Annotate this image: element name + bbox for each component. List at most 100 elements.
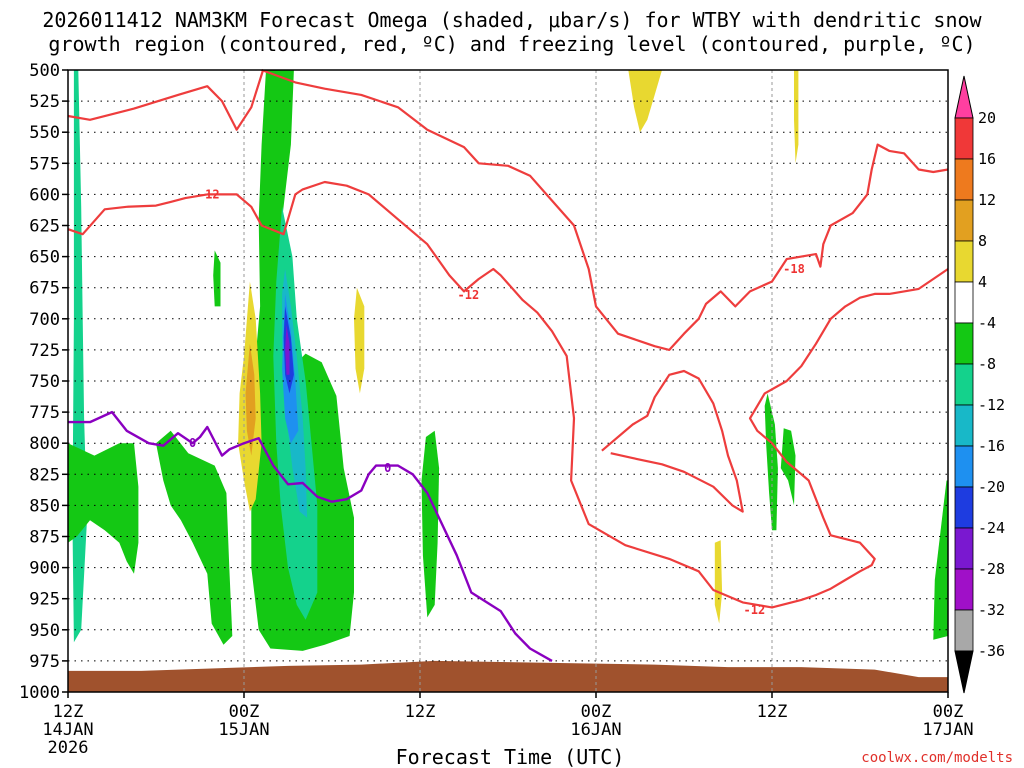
dgz-contour-1 <box>67 180 949 609</box>
colorbar-label-5: -4 <box>978 314 996 332</box>
omega-region-0 <box>72 70 88 643</box>
omega-region-13 <box>285 325 290 375</box>
freezing-level-contour <box>68 410 553 662</box>
y-tick-label-11: 775 <box>29 403 60 423</box>
y-tick-label-5: 625 <box>29 217 60 237</box>
y-tick-label-7: 675 <box>29 279 60 299</box>
colorbar-bin-7 <box>954 363 974 406</box>
omega-region-19 <box>714 540 723 624</box>
omega-region-15 <box>245 343 256 456</box>
y-tick-label-4: 600 <box>29 185 60 205</box>
y-tick-label-15: 875 <box>29 528 60 548</box>
colorbar-label-3: 8 <box>978 232 987 250</box>
x-tick-label-5-1: 00Z <box>933 702 964 722</box>
omega-region-6 <box>764 393 778 531</box>
x-tick-label-0-1: 12Z <box>53 702 84 722</box>
terrain-layer <box>68 660 948 692</box>
x-tick-label-0-2: 14JAN <box>42 720 93 740</box>
contours <box>67 68 949 662</box>
colorbar-bin-9 <box>954 445 974 488</box>
y-tick-label-20: 1000 <box>19 683 60 703</box>
y-tick-label-13: 825 <box>29 465 60 485</box>
colorbar-label-2: 12 <box>978 191 996 209</box>
y-tick-label-0: 500 <box>29 61 60 81</box>
y-tick-label-16: 900 <box>29 559 60 579</box>
terrain-surface <box>68 660 948 692</box>
colorbar-bin-12 <box>954 568 974 611</box>
y-tick-label-6: 650 <box>29 248 60 268</box>
gridlines <box>68 70 948 692</box>
omega-shading <box>68 70 948 651</box>
colorbar-label-9: -20 <box>978 478 1005 496</box>
title-line-1: 2026011412 NAM3KM Forecast Omega (shaded… <box>42 8 982 32</box>
omega-region-8 <box>933 480 948 640</box>
contour-label-4: 0 <box>189 436 196 450</box>
x-tick-label-1-2: 15JAN <box>218 720 269 740</box>
omega-region-17 <box>628 70 662 133</box>
x-tick-label-5-2: 17JAN <box>922 720 973 740</box>
colorbar-bin-5 <box>954 281 974 324</box>
x-axis-label: Forecast Time (UTC) <box>396 745 625 768</box>
omega-region-7 <box>780 428 796 506</box>
y-tick-label-3: 575 <box>29 154 60 174</box>
omega-region-18 <box>794 70 799 164</box>
x-tick-label-3-1: 00Z <box>581 702 612 722</box>
colorbar-bin-11 <box>954 527 974 570</box>
y-tick-label-8: 700 <box>29 310 60 330</box>
chart-title: 2026011412 NAM3KM Forecast Omega (shaded… <box>42 8 982 56</box>
colorbar-bin-6 <box>954 322 974 365</box>
y-axis-pressure: 500 525 550 575 600 625 650 675 700 725 750 775 800 8… <box>19 61 68 703</box>
colorbar-bin-3 <box>954 199 974 242</box>
colorbar-label-6: -8 <box>978 355 996 373</box>
colorbar-top-triangle <box>954 75 974 119</box>
y-tick-label-1: 525 <box>29 92 60 112</box>
colorbar-label-4: 4 <box>978 273 987 291</box>
colorbar-bin-10 <box>954 486 974 529</box>
title-line-2: growth region (contoured, red, ºC) and f… <box>48 32 975 56</box>
colorbar-label-12: -32 <box>978 601 1005 619</box>
contour-labels: -12 -12 -18 -12 0 0 <box>189 187 805 616</box>
colorbar-label-7: -12 <box>978 396 1005 414</box>
contour-label-2: -18 <box>783 262 805 276</box>
y-tick-label-12: 800 <box>29 434 60 454</box>
y-tick-label-17: 925 <box>29 590 60 610</box>
colorbar-label-11: -28 <box>978 560 1005 578</box>
omega-region-16 <box>354 287 365 394</box>
omega-region-1 <box>68 443 139 574</box>
dgz-contour-0 <box>67 69 265 131</box>
y-tick-label-14: 850 <box>29 496 60 516</box>
x-tick-label-2-1: 12Z <box>405 702 436 722</box>
y-tick-label-18: 950 <box>29 621 60 641</box>
contour-label-1: -12 <box>458 288 480 302</box>
credit-text: coolwx.com/modelts <box>861 750 1013 766</box>
colorbar-label-8: -16 <box>978 437 1005 455</box>
x-tick-label-3-2: 16JAN <box>570 720 621 740</box>
x-tick-label-1-1: 00Z <box>229 702 260 722</box>
y-tick-label-9: 725 <box>29 341 60 361</box>
omega-region-3 <box>156 430 233 645</box>
colorbar-bin-13 <box>954 609 974 652</box>
colorbar-label-13: -36 <box>978 642 1005 660</box>
y-tick-label-10: 750 <box>29 372 60 392</box>
colorbar-bin-2 <box>954 158 974 201</box>
dgz-contour-2 <box>261 68 949 351</box>
x-tick-label-4-1: 12Z <box>757 702 788 722</box>
omega-region-2 <box>213 250 221 307</box>
contour-label-0: -12 <box>198 187 220 201</box>
dgz-contour-3 <box>601 369 744 513</box>
x-tick-label-0-3: 2026 <box>48 738 89 758</box>
y-tick-label-2: 550 <box>29 123 60 143</box>
colorbar-bottom-triangle <box>954 650 974 694</box>
colorbar-label-1: 16 <box>978 150 996 168</box>
omega-region-5 <box>421 430 440 618</box>
contour-label-5: 0 <box>384 461 391 475</box>
y-tick-label-19: 975 <box>29 652 60 672</box>
colorbar-label-0: 20 <box>978 109 996 127</box>
colorbar-bin-1 <box>954 117 974 160</box>
colorbar-bin-8 <box>954 404 974 447</box>
contour-label-3: -12 <box>744 603 766 617</box>
colorbar: 20 16 12 8 4 -4 -8 -12 -16 -20 -24 -28 -32 -36 <box>954 75 1005 694</box>
colorbar-label-10: -24 <box>978 519 1005 537</box>
